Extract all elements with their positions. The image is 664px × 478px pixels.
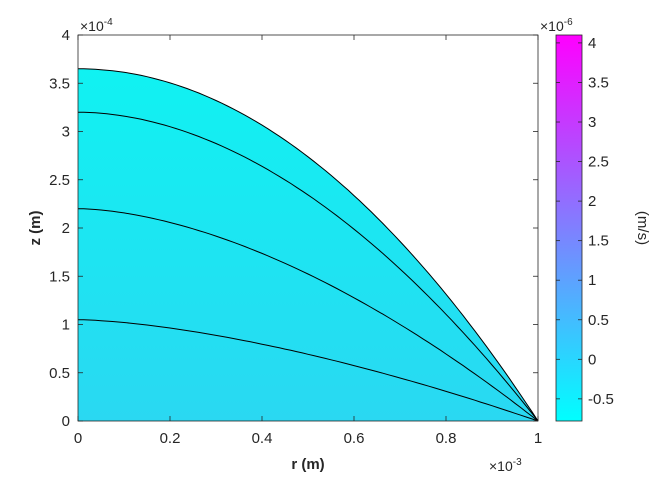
colorbar-label: (m/s): [634, 211, 651, 245]
y-tick-label: 2: [62, 220, 70, 237]
x-axis-label: r (m): [291, 456, 324, 473]
y-tick-label: 1.5: [49, 268, 70, 285]
colorbar-tick-label: 2.5: [588, 154, 609, 171]
colorbar-ticks: -0.5 0 0.5 1 1.5 2 2.5 3 3.5 4: [556, 35, 614, 408]
x-multiplier: ×10-3: [489, 457, 522, 474]
free-surface-contour: [78, 68, 539, 422]
velocity-fill-region: [78, 68, 538, 422]
y-tick-label: 0.5: [49, 365, 70, 382]
contour-line-1: [77, 111, 539, 422]
y-tick-label: 4: [62, 27, 70, 44]
contour-line-3: [77, 319, 539, 422]
y-tick-label: 3.5: [49, 75, 70, 92]
x-axis-ticks: 0 0.2 0.4 0.6 0.8 1: [74, 35, 542, 447]
colorbar-tick-label: 0: [588, 351, 596, 368]
x-tick-label: 0.6: [344, 430, 365, 447]
y-axis-ticks: 0 0.5 1 1.5 2 2.5 3 3.5 4: [49, 27, 538, 430]
colorbar-tick-label: 3.5: [588, 74, 609, 91]
y-tick-label: 3: [62, 124, 70, 141]
x-tick-label: 0: [74, 430, 82, 447]
colorbar-tick-label: 0.5: [588, 312, 609, 329]
y-tick-label: 0: [62, 413, 70, 430]
colorbar-tick-label: 2: [588, 193, 596, 210]
x-tick-label: 1: [534, 430, 542, 447]
colorbar-tick-label: -0.5: [588, 391, 614, 408]
colorbar-tick-label: 4: [588, 35, 596, 52]
contour-line-2: [77, 208, 539, 422]
colorbar-tick-label: 1: [588, 272, 596, 289]
colorbar-tick-label: 3: [588, 114, 596, 131]
y-axis-label: z (m): [27, 211, 44, 246]
colorbar-tick-label: 1.5: [588, 233, 609, 250]
x-tick-label: 0.2: [160, 430, 181, 447]
x-tick-label: 0.8: [436, 430, 457, 447]
y-tick-label: 2.5: [49, 172, 70, 189]
colorbar-multiplier: ×10-6: [540, 17, 573, 34]
y-tick-label: 1: [62, 317, 70, 334]
colorbar: [555, 34, 583, 422]
y-multiplier: ×10-4: [80, 17, 113, 34]
x-tick-label: 0.4: [252, 430, 273, 447]
